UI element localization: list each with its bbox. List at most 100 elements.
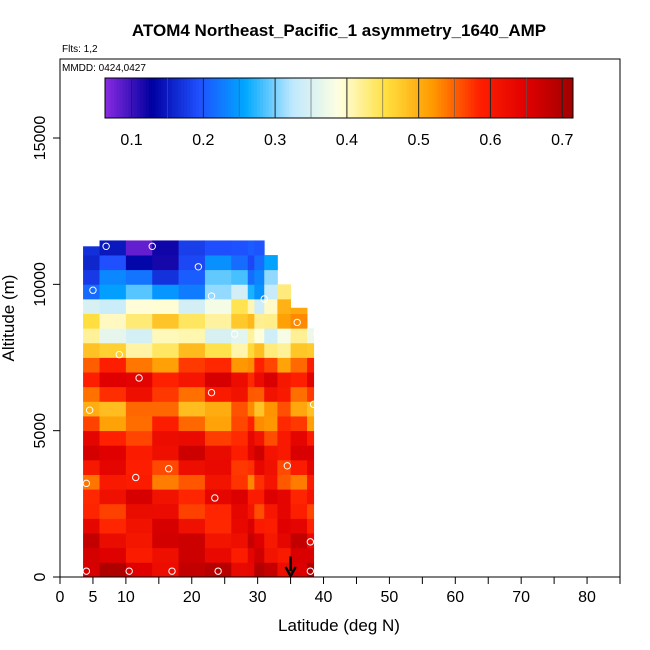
- heatmap-cell: [290, 445, 308, 461]
- heatmap-cell: [290, 503, 308, 519]
- heatmap-cell: [254, 298, 265, 315]
- colorbar-segment: [365, 78, 369, 118]
- heatmap-cell: [277, 547, 291, 563]
- sample-point: [135, 374, 143, 382]
- heatmap-cell: [125, 386, 153, 402]
- heatmap-cell: [247, 533, 255, 549]
- heatmap-cell: [83, 416, 100, 432]
- y-tick-label: 0: [32, 572, 49, 581]
- heatmap-cell: [264, 459, 278, 475]
- colorbar-segment: [534, 78, 539, 118]
- heatmap-cell: [125, 255, 153, 271]
- heatmap-cell: [254, 533, 265, 549]
- colorbar-segment: [105, 78, 109, 118]
- sample-point: [306, 538, 315, 546]
- colorbar-segment: [160, 78, 164, 118]
- y-axis-label: Altitude (m): [0, 275, 18, 362]
- heatmap-cell: [264, 430, 278, 446]
- heatmap-cell: [254, 328, 265, 344]
- colorbar-segment: [461, 78, 466, 118]
- colorbar-tick-label: 0.6: [479, 132, 501, 149]
- sample-point: [207, 388, 216, 397]
- colorbar-segment: [222, 78, 226, 118]
- heatmap-cell: [99, 518, 127, 534]
- heatmap-cell: [290, 547, 308, 563]
- heatmap-cell: [178, 284, 206, 300]
- heatmap-cell: [231, 445, 249, 461]
- sample-point: [306, 567, 315, 575]
- heatmap-cell: [247, 489, 255, 505]
- heatmap-cell: [125, 430, 153, 446]
- heatmap-cell: [99, 284, 127, 300]
- colorbar-segment: [379, 78, 384, 118]
- heatmap-cell: [152, 518, 179, 534]
- heatmap-cell: [247, 313, 255, 329]
- colorbar-segment: [543, 78, 548, 118]
- heatmap-cell: [277, 284, 291, 300]
- heatmap-cell: [277, 489, 291, 505]
- colorbar-segment: [473, 78, 477, 118]
- x-tick-label: 50: [381, 589, 399, 606]
- colorbar-segment: [254, 78, 258, 118]
- heatmap-cell: [231, 269, 249, 285]
- heatmap-cell: [231, 284, 249, 300]
- colorbar-segment: [417, 78, 422, 118]
- heatmap-cell: [254, 401, 265, 417]
- heatmap-cell: [178, 240, 206, 256]
- colorbar-segment: [312, 78, 316, 118]
- colorbar-segment: [295, 78, 299, 118]
- heatmap-cell: [247, 269, 255, 285]
- sample-point: [115, 350, 123, 359]
- heatmap-cell: [204, 489, 232, 505]
- heatmap-cell: [178, 269, 206, 285]
- heatmap-cell: [125, 357, 153, 373]
- heatmap-cell: [254, 474, 265, 490]
- heatmap-cell: [204, 269, 232, 285]
- heatmap-cell: [254, 518, 265, 534]
- sample-point: [293, 318, 301, 327]
- colorbar-segment: [377, 78, 381, 118]
- arrow-head: [284, 566, 297, 579]
- heatmap-cell: [277, 445, 291, 461]
- colorbar-segment: [131, 78, 135, 118]
- heatmap-cell: [290, 518, 308, 534]
- heatmap-cell: [125, 284, 153, 300]
- colorbar-segment: [224, 78, 229, 118]
- colorbar-segment: [371, 78, 375, 118]
- heatmap-cell: [264, 533, 278, 549]
- heatmap-cell: [247, 430, 255, 446]
- colorbar-segment: [280, 78, 284, 118]
- heatmap-cell: [254, 547, 265, 563]
- colorbar-segment: [356, 78, 360, 118]
- sample-point: [260, 295, 268, 303]
- heatmap-cell: [264, 518, 278, 534]
- colorbar-segment: [300, 78, 305, 118]
- heatmap-cell: [277, 313, 291, 329]
- sample-point: [194, 263, 203, 271]
- heatmap-cell: [83, 284, 100, 300]
- heatmap-cell: [277, 328, 291, 344]
- sample-point: [313, 330, 321, 338]
- heatmap-cell: [247, 503, 255, 519]
- heatmap-cell: [125, 518, 153, 534]
- colorbar-segment: [251, 78, 255, 118]
- heatmap-cell: [125, 416, 153, 432]
- colorbar-segment: [315, 78, 319, 118]
- heatmap-cell: [247, 386, 255, 402]
- heatmap-cell: [125, 547, 153, 563]
- plot-frame: [59, 58, 621, 578]
- heatmap-cell: [277, 342, 291, 358]
- heatmap-cell: [277, 503, 291, 519]
- heatmap-cells: [83, 240, 315, 578]
- heatmap-cell: [231, 503, 249, 519]
- heatmap-cell: [204, 401, 232, 417]
- heatmap-cell: [290, 489, 308, 505]
- heatmap-cell: [178, 328, 206, 344]
- heatmap-cell: [152, 386, 179, 402]
- heatmap-cell: [152, 533, 179, 549]
- heatmap-cell: [204, 518, 232, 534]
- heatmap-cell: [204, 445, 232, 461]
- heatmap-cell: [264, 269, 278, 285]
- heatmap-cell: [277, 533, 291, 549]
- x-tick-label: 40: [315, 589, 333, 606]
